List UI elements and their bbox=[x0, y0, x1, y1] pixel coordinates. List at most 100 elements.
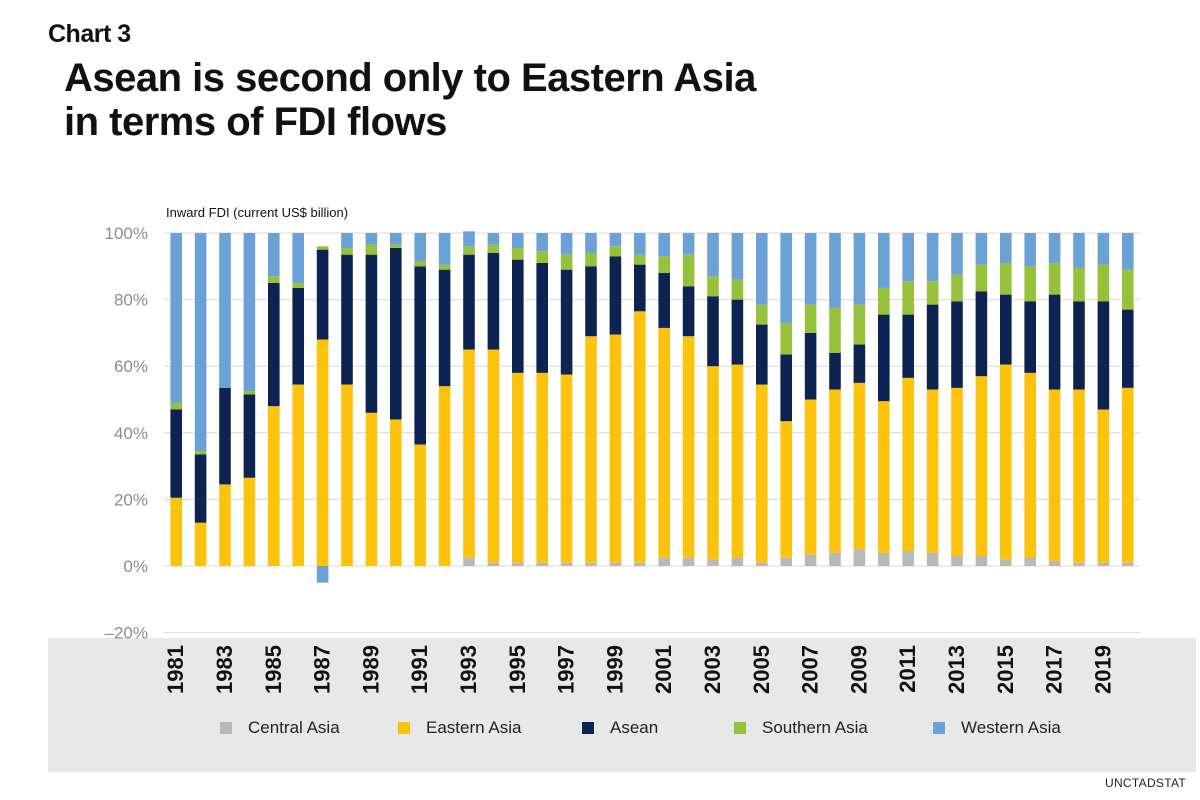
chart-title-line-2: in terms of FDI flows bbox=[64, 100, 447, 144]
legend-label: Western Asia bbox=[961, 718, 1061, 737]
bar-segment-eastern-asia bbox=[804, 399, 817, 555]
y-tick-label: 100% bbox=[105, 224, 148, 243]
bar-segment-eastern-asia bbox=[194, 522, 207, 566]
bar-segment-asean bbox=[414, 266, 426, 445]
bar-segment-southern-asia bbox=[1048, 262, 1061, 295]
bar-segment-asean bbox=[756, 324, 768, 385]
bar-segment-southern-asia bbox=[682, 254, 695, 287]
bar-segment-eastern-asia bbox=[951, 387, 963, 557]
bar-segment-asean bbox=[560, 269, 573, 375]
bar-segment-eastern-asia bbox=[902, 377, 914, 552]
bar-segment-eastern-asia bbox=[463, 349, 475, 558]
bar-segment-eastern-asia bbox=[1097, 409, 1110, 563]
bar-segment-central-asia bbox=[926, 552, 939, 566]
bar-segment-southern-asia bbox=[975, 264, 988, 292]
x-tick-label: 2003 bbox=[700, 645, 725, 694]
legend-swatch bbox=[734, 722, 746, 734]
bar-segment-asean bbox=[585, 266, 597, 337]
bar-segment-asean bbox=[438, 269, 451, 387]
bar-segment-southern-asia bbox=[194, 451, 207, 455]
bar-segment-southern-asia bbox=[731, 279, 744, 300]
bar-segment-eastern-asia bbox=[926, 389, 939, 553]
bar-segment-southern-asia bbox=[487, 244, 500, 253]
bar-segment-central-asia bbox=[1000, 559, 1012, 566]
bar-segment-western-asia bbox=[463, 231, 475, 247]
bar-segment-central-asia bbox=[1024, 557, 1036, 566]
bar-segment-eastern-asia bbox=[365, 412, 378, 566]
x-tick-label: 1985 bbox=[261, 645, 286, 694]
x-tick-label: 1995 bbox=[505, 645, 530, 694]
bar-segment-eastern-asia bbox=[975, 376, 988, 557]
bar-segment-southern-asia bbox=[365, 244, 378, 255]
bar-segment-southern-asia bbox=[1000, 262, 1012, 295]
bar-segment-central-asia bbox=[902, 551, 914, 566]
bar-segment-eastern-asia bbox=[731, 364, 744, 558]
bar-segment-southern-asia bbox=[414, 261, 426, 267]
legend-label: Central Asia bbox=[248, 718, 340, 737]
bar-segment-western-asia bbox=[975, 233, 988, 265]
bar-segment-southern-asia bbox=[1097, 264, 1110, 302]
legend-swatch bbox=[933, 722, 945, 734]
bar-segment-asean bbox=[219, 387, 231, 485]
bar-segment-asean bbox=[512, 259, 524, 373]
bar-segment-eastern-asia bbox=[316, 339, 329, 566]
bar-segment-central-asia bbox=[536, 562, 548, 566]
bar-segment-western-asia bbox=[804, 233, 817, 305]
bar-segment-western-asia bbox=[634, 233, 646, 255]
x-tick-label: 2007 bbox=[798, 645, 823, 694]
bar-segment-western-asia bbox=[438, 233, 451, 265]
bar-segment-southern-asia bbox=[390, 244, 402, 248]
bar-segment-central-asia bbox=[585, 562, 597, 566]
bar-segment-central-asia bbox=[731, 557, 744, 566]
x-tick-label: 1983 bbox=[212, 645, 237, 694]
bar-segment-asean bbox=[829, 352, 841, 390]
bar-segment-eastern-asia bbox=[438, 386, 451, 566]
bar-segment-southern-asia bbox=[463, 246, 475, 255]
bar-segment-western-asia bbox=[829, 233, 841, 308]
bar-segment-southern-asia bbox=[658, 256, 670, 273]
bar-segment-asean bbox=[1048, 294, 1061, 390]
bar-segment-asean bbox=[804, 332, 817, 400]
bar-segment-southern-asia bbox=[1073, 267, 1085, 302]
bar-segment-western-asia bbox=[658, 233, 670, 257]
bar-segment-southern-asia bbox=[707, 276, 719, 297]
bar-segment-eastern-asia bbox=[512, 372, 524, 563]
bar-segment-southern-asia bbox=[853, 304, 866, 345]
data-source: UNCTADSTAT bbox=[1105, 776, 1186, 790]
bar-segment-western-asia bbox=[268, 233, 280, 277]
bar-segment-eastern-asia bbox=[829, 389, 841, 553]
bar-segment-asean bbox=[1097, 301, 1110, 410]
bar-segment-western-asia bbox=[560, 233, 573, 255]
bar-segment-western-asia bbox=[731, 233, 744, 280]
legend-label: Asean bbox=[610, 718, 659, 737]
legend-item: Western Asia bbox=[933, 718, 1061, 738]
bar-segment-central-asia bbox=[853, 549, 866, 566]
bar-segment-southern-asia bbox=[170, 402, 182, 410]
bar-segment-central-asia bbox=[658, 557, 670, 566]
bar-segment-southern-asia bbox=[1024, 266, 1036, 302]
y-tick-label: 80% bbox=[114, 291, 148, 310]
bar-segment-eastern-asia bbox=[390, 419, 402, 566]
bar-segment-asean bbox=[1000, 294, 1012, 365]
bar-segment-western-asia bbox=[365, 233, 378, 245]
bar-segment-southern-asia bbox=[780, 322, 792, 355]
bar-segment-western-asia bbox=[926, 233, 939, 282]
bar-segment-central-asia bbox=[609, 562, 622, 566]
bar-segment-western-asia bbox=[219, 233, 231, 388]
bar-segment-southern-asia bbox=[951, 274, 963, 302]
bar-segment-western-asia bbox=[1048, 233, 1061, 263]
bar-segment-eastern-asia bbox=[487, 349, 500, 563]
bar-segment-asean bbox=[365, 254, 378, 413]
y-tick-label: 0% bbox=[123, 557, 148, 576]
bar-segment-western-asia bbox=[609, 233, 622, 247]
x-tick-label: 2005 bbox=[749, 645, 774, 694]
bar-segment-western-asia bbox=[341, 233, 353, 248]
bar-segment-central-asia bbox=[780, 557, 792, 566]
bar-segment-western-asia bbox=[780, 233, 792, 323]
bar-segment-eastern-asia bbox=[658, 327, 670, 558]
x-tick-label: 2011 bbox=[895, 645, 920, 693]
bar-segment-asean bbox=[487, 252, 500, 350]
bar-segment-western-asia bbox=[536, 233, 548, 252]
x-tick-label: 2001 bbox=[651, 645, 676, 694]
